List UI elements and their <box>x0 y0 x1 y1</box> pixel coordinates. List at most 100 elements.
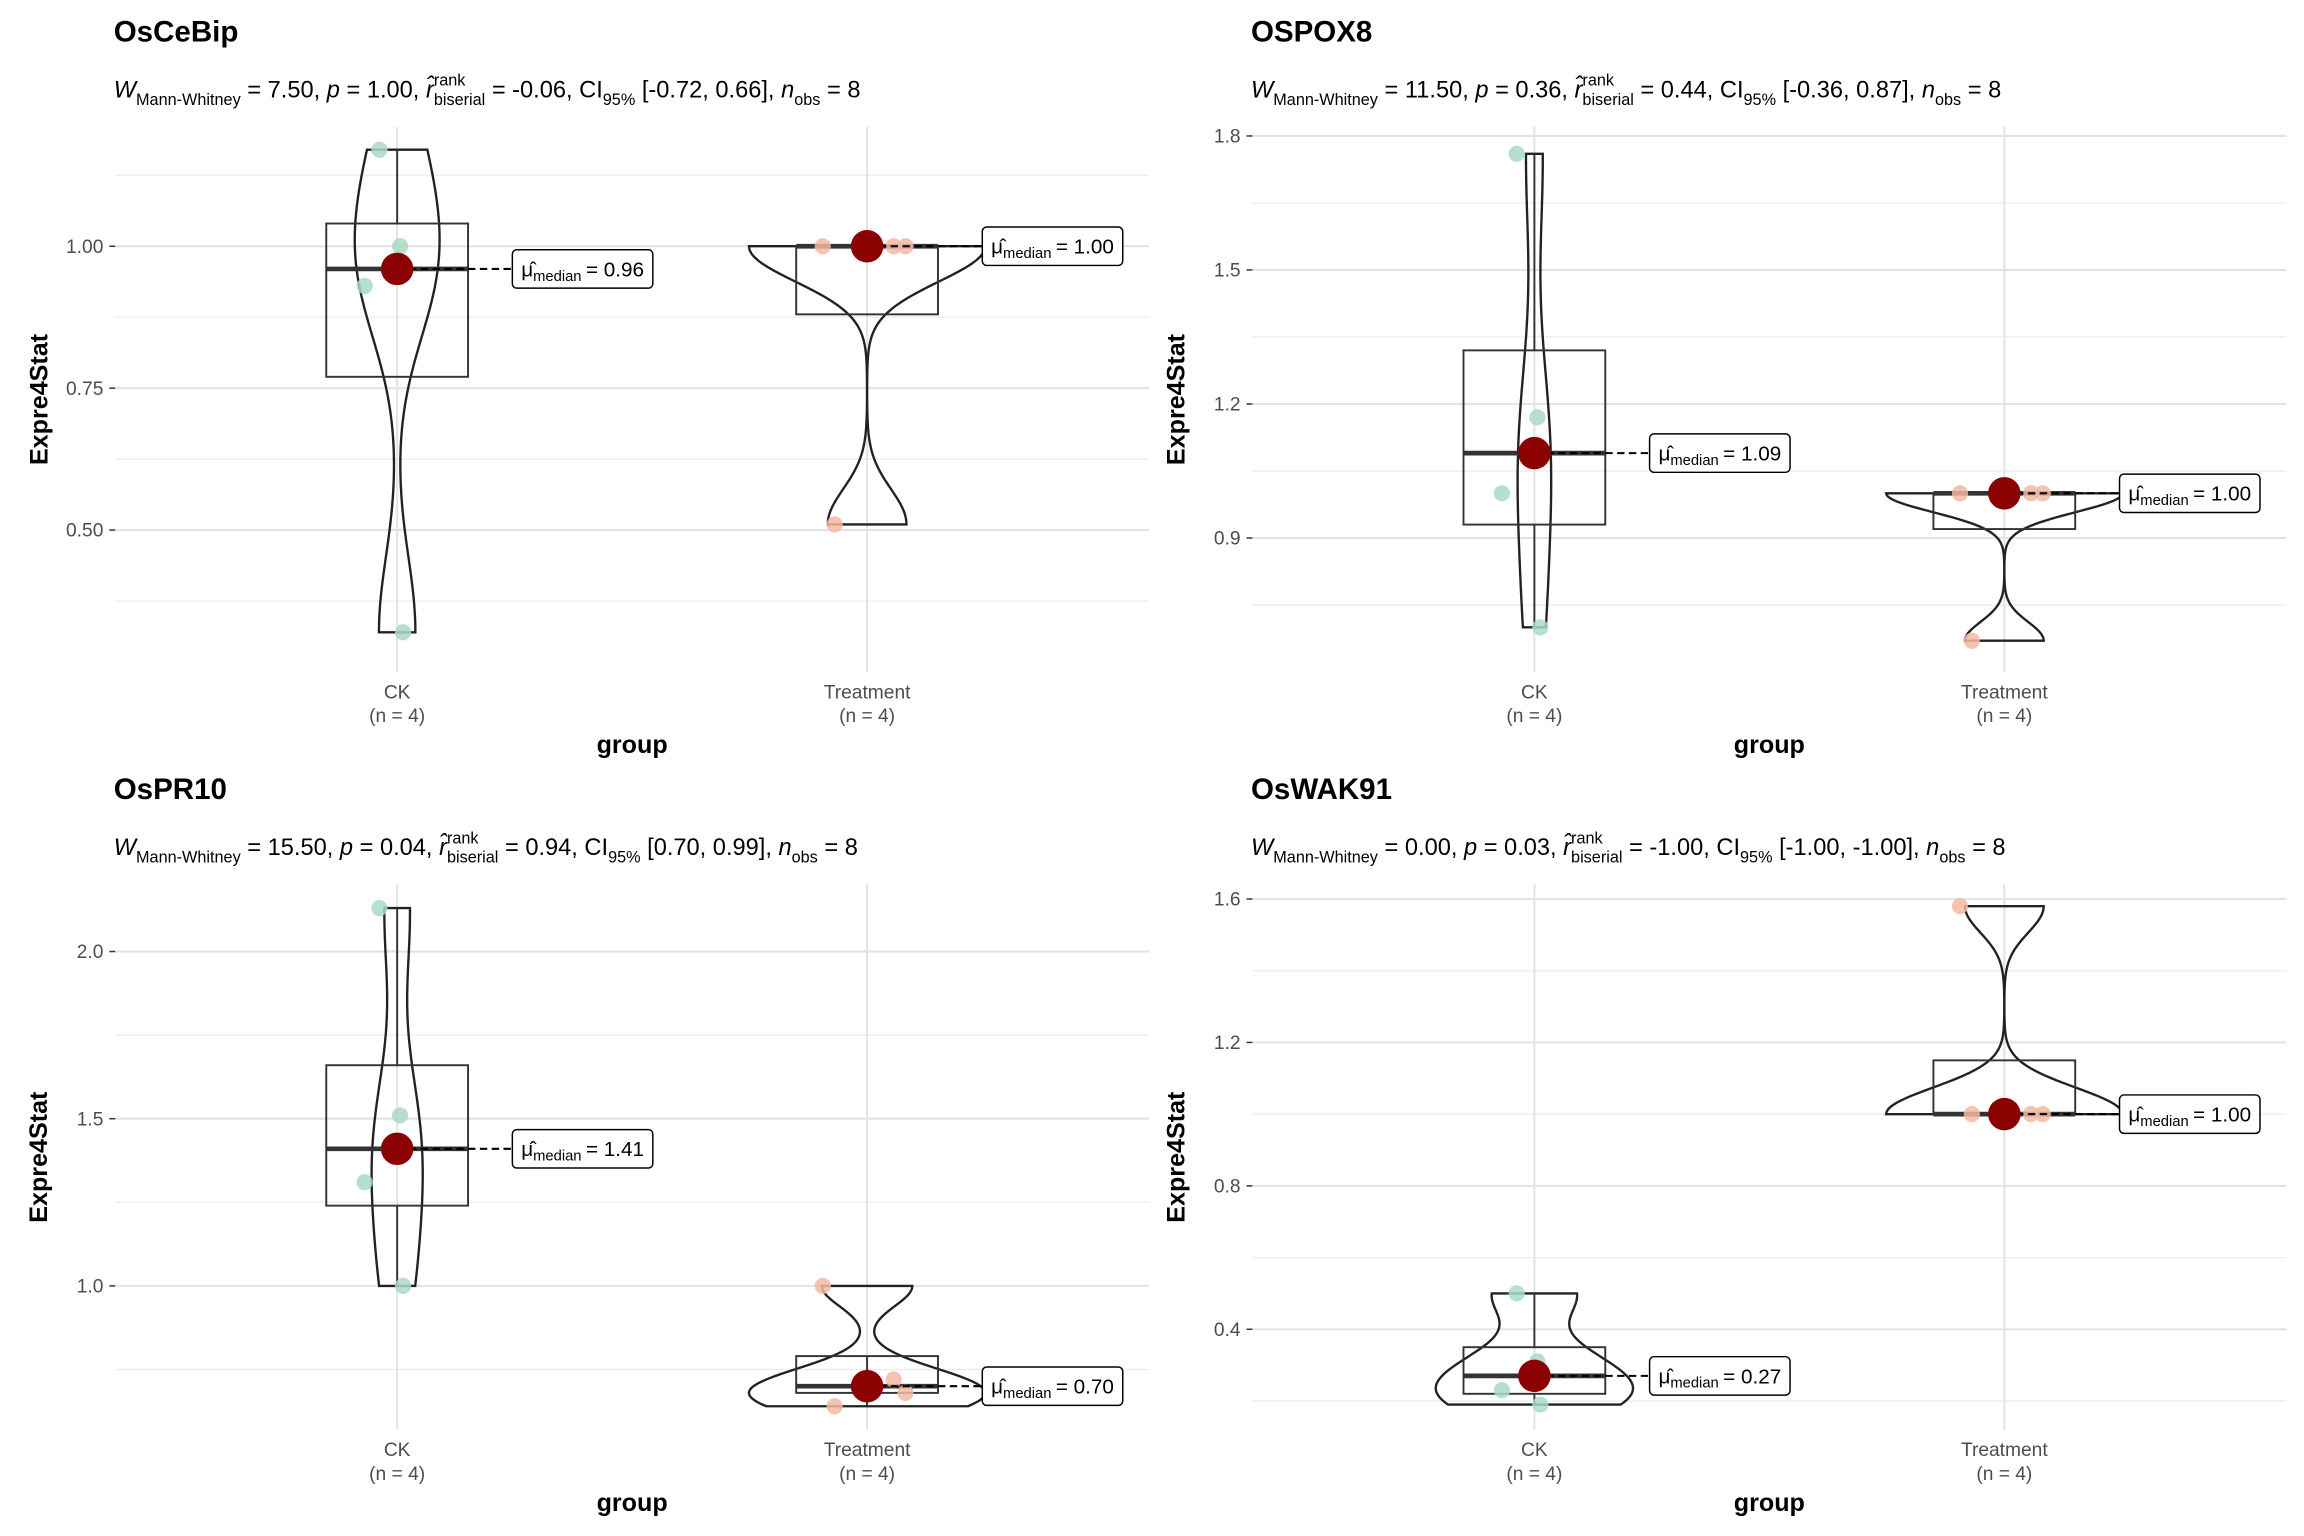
n-label: (n = 4) <box>1506 1464 1562 1485</box>
y-tick-label: 0.50 <box>66 521 103 542</box>
median-sub: median <box>1670 1376 1718 1392</box>
median-symbol: μ̂ <box>1658 1365 1674 1388</box>
subtitle-part: = 7.50, <box>241 77 327 103</box>
subtitle-part: rank <box>1582 72 1614 90</box>
point <box>1963 1106 1980 1123</box>
y-tick-label: 1.5 <box>1214 261 1241 282</box>
median-label: μ̂median = 0.27 <box>1658 1365 1781 1391</box>
subtitle: WMann-Whitney = 11.50, p = 0.36, r̂rank b… <box>1251 72 2001 109</box>
point <box>394 1277 412 1295</box>
point <box>1532 1396 1549 1413</box>
y-tick-label: 1.2 <box>1214 395 1241 416</box>
median-dot <box>1988 477 2021 510</box>
median-sub: median <box>1003 1386 1051 1402</box>
median-sub: median <box>2140 1114 2188 1130</box>
subtitle: WMann-Whitney = 15.50, p = 0.04, r̂rank b… <box>114 829 858 866</box>
subtitle-part: = 8 <box>820 77 860 103</box>
median-label: μ̂median = 1.09 <box>1658 442 1781 468</box>
subtitle-part: n <box>781 77 794 103</box>
y-tick-label: 0.9 <box>1214 529 1241 550</box>
point <box>391 1107 409 1124</box>
median-label-box <box>511 249 654 289</box>
median-sub: median <box>1003 246 1051 262</box>
point <box>814 238 831 255</box>
point <box>356 277 373 295</box>
y-tick-label: 1.8 <box>1214 127 1241 148</box>
y-tick-label: 0.8 <box>1214 1176 1241 1197</box>
median-sub: median <box>2140 493 2188 509</box>
median-label: μ̂median = 0.70 <box>991 1376 1114 1402</box>
subtitle-part: Mann-Whitney <box>1273 849 1379 867</box>
subtitle-part: W <box>114 835 139 861</box>
subtitle-part: rank <box>1571 829 1603 847</box>
y-tick-label: 1.5 <box>77 1109 104 1130</box>
violin <box>1516 152 1553 629</box>
panel: OSPOX8 WMann-Whitney = 11.50, p = 0.36, r… <box>1162 15 2287 759</box>
n-label: (n = 4) <box>369 1464 425 1485</box>
subtitle-part: = 0.36, <box>1489 77 1575 103</box>
point <box>356 1174 373 1191</box>
x-axis-label: group <box>597 731 668 759</box>
median-sub: median <box>533 269 581 285</box>
median-value: = 0.70 <box>1056 1376 1114 1399</box>
median-symbol: μ̂ <box>1658 442 1674 465</box>
n-label: (n = 4) <box>1976 706 2032 727</box>
median-label-box <box>981 226 1124 267</box>
x-axis-label: group <box>597 1489 668 1517</box>
median-label-box <box>1648 433 1791 474</box>
panel: OsCeBip WMann-Whitney = 7.50, p = 1.00, r… <box>25 15 1150 759</box>
median-label: μ̂median = 0.96 <box>521 258 644 284</box>
median-dot <box>380 1132 414 1166</box>
median-label: μ̂median = 1.00 <box>2128 483 2251 509</box>
point <box>897 1384 914 1402</box>
n-label: (n = 4) <box>369 706 425 727</box>
y-axis-label: Expre4Stat <box>1162 1091 1190 1223</box>
subtitle-part: = 0.44, CI <box>1634 77 1744 103</box>
n-label: (n = 4) <box>839 1464 895 1485</box>
median-label: μ̂median = 1.41 <box>521 1138 644 1164</box>
subtitle-part: rank <box>447 829 479 847</box>
subtitle-part: = 0.94, CI <box>498 835 608 861</box>
y-tick-label: 1.00 <box>66 237 103 258</box>
subtitle-part: Mann-Whitney <box>136 91 242 109</box>
median-dot <box>1518 436 1551 470</box>
median-sub: median <box>1670 453 1718 469</box>
subtitle-part: = 8 <box>1966 835 2006 861</box>
x-tick-label: CK <box>384 683 411 704</box>
median-value: = 1.41 <box>586 1138 644 1161</box>
subtitle-part: obs <box>1935 91 1961 109</box>
subtitle-part: [-0.36, 0.87], <box>1776 77 1922 103</box>
subtitle-part: 95% <box>608 849 641 867</box>
panel: OsPR10 WMann-Whitney = 15.50, p = 0.04, r… <box>25 773 1150 1517</box>
median-label-box <box>1648 1355 1791 1396</box>
median-value: = 1.00 <box>1056 236 1114 259</box>
panel-title: OsCeBip <box>114 15 239 48</box>
violin <box>1434 1292 1635 1406</box>
y-tick-label: 0.4 <box>1214 1320 1241 1341</box>
median-value: = 0.27 <box>1723 1365 1781 1388</box>
x-axis-label: group <box>1734 1489 1805 1517</box>
x-tick-label: Treatment <box>824 1440 911 1461</box>
median-dot <box>380 252 414 286</box>
x-tick-label: Treatment <box>1961 1440 2048 1461</box>
subtitle-part: obs <box>792 849 818 867</box>
point <box>371 141 388 158</box>
y-tick-label: 2.0 <box>77 942 104 963</box>
point <box>1951 485 1969 502</box>
subtitle-part: Mann-Whitney <box>1273 91 1379 109</box>
median-dot <box>850 229 884 263</box>
median-label: μ̂median = 1.00 <box>991 236 1114 262</box>
subtitle-part: biserial <box>447 849 498 867</box>
y-axis-label: Expre4Stat <box>25 1091 53 1223</box>
box <box>1462 1346 1607 1395</box>
x-tick-label: CK <box>1521 683 1548 704</box>
subtitle-part: r̂ <box>1575 75 1584 103</box>
subtitle-part: 95% <box>1744 91 1777 109</box>
violin <box>353 148 441 634</box>
x-axis-label: group <box>1734 731 1805 759</box>
median-dot <box>850 1369 884 1403</box>
violin <box>747 245 987 526</box>
point <box>826 516 843 533</box>
point <box>1529 409 1546 426</box>
subtitle-part: = 11.50, <box>1378 77 1475 103</box>
